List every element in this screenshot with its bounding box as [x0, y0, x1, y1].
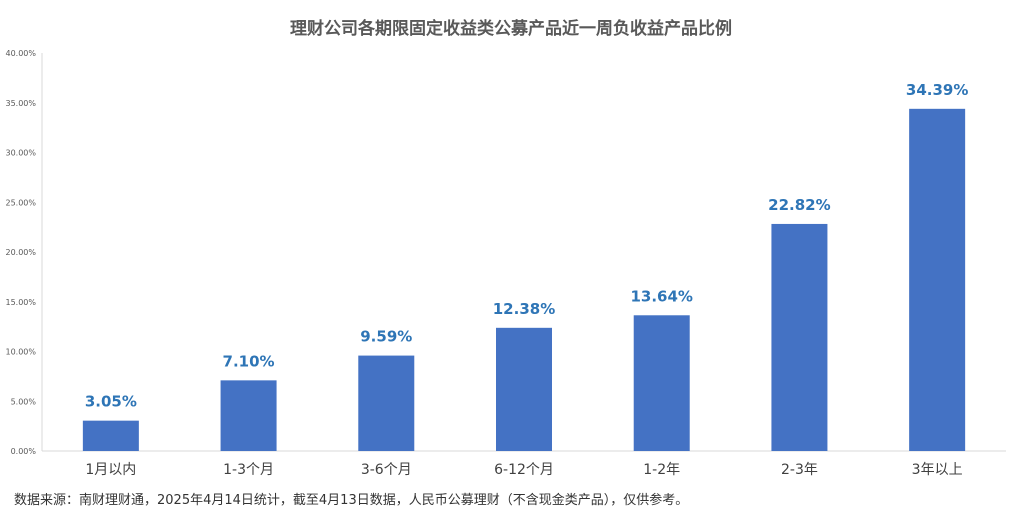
bar: [496, 327, 552, 451]
bar: [633, 315, 690, 451]
data-label: 3.05%: [85, 393, 137, 411]
bar: [82, 420, 139, 451]
x-tick-label: 3-6个月: [361, 462, 412, 478]
bar: [771, 223, 828, 451]
data-label: 22.82%: [768, 196, 830, 214]
data-label: 13.64%: [630, 287, 692, 305]
y-tick-label: 30.00%: [5, 149, 36, 158]
axes: 0.00% 5.00% 10.00% 15.00% 20.00% 25.00% 30.00%…: [5, 49, 1006, 478]
y-tick-label: 10.00%: [5, 348, 36, 357]
data-label: 9.59%: [360, 328, 412, 346]
y-tick-label: 20.00%: [5, 248, 36, 257]
data-labels: 3.05% 7.10% 9.59% 12.38% 13.64% 22.82% 34.39%: [85, 81, 969, 411]
x-tick-label: 1-2年: [643, 462, 680, 478]
bar: [909, 108, 966, 451]
x-tick-label: 1月以内: [85, 462, 136, 478]
x-tick-label: 3年以上: [912, 462, 963, 478]
y-tick-label: 35.00%: [5, 99, 36, 108]
bar: [358, 355, 415, 451]
bars: [82, 108, 966, 451]
data-label: 7.10%: [223, 352, 275, 370]
y-tick-label: 25.00%: [5, 198, 36, 207]
x-tick-label: 2-3年: [781, 462, 818, 478]
bar: [220, 380, 277, 451]
chart-title: 理财公司各期限固定收益类公募产品近一周负收益产品比例: [290, 19, 732, 39]
y-tick-label: 40.00%: [5, 49, 36, 58]
source-note: 数据来源：南财理财通，2025年4月14日统计，截至4月13日数据，人民币公募理…: [14, 493, 689, 508]
data-label: 12.38%: [493, 300, 555, 318]
x-tick-label: 1-3个月: [223, 462, 274, 478]
y-tick-label: 15.00%: [5, 298, 36, 307]
data-label: 34.39%: [906, 81, 968, 99]
y-tick-label: 5.00%: [11, 397, 37, 406]
x-tick-label: 6-12个月: [494, 462, 554, 478]
y-tick-label: 0.00%: [11, 447, 37, 456]
